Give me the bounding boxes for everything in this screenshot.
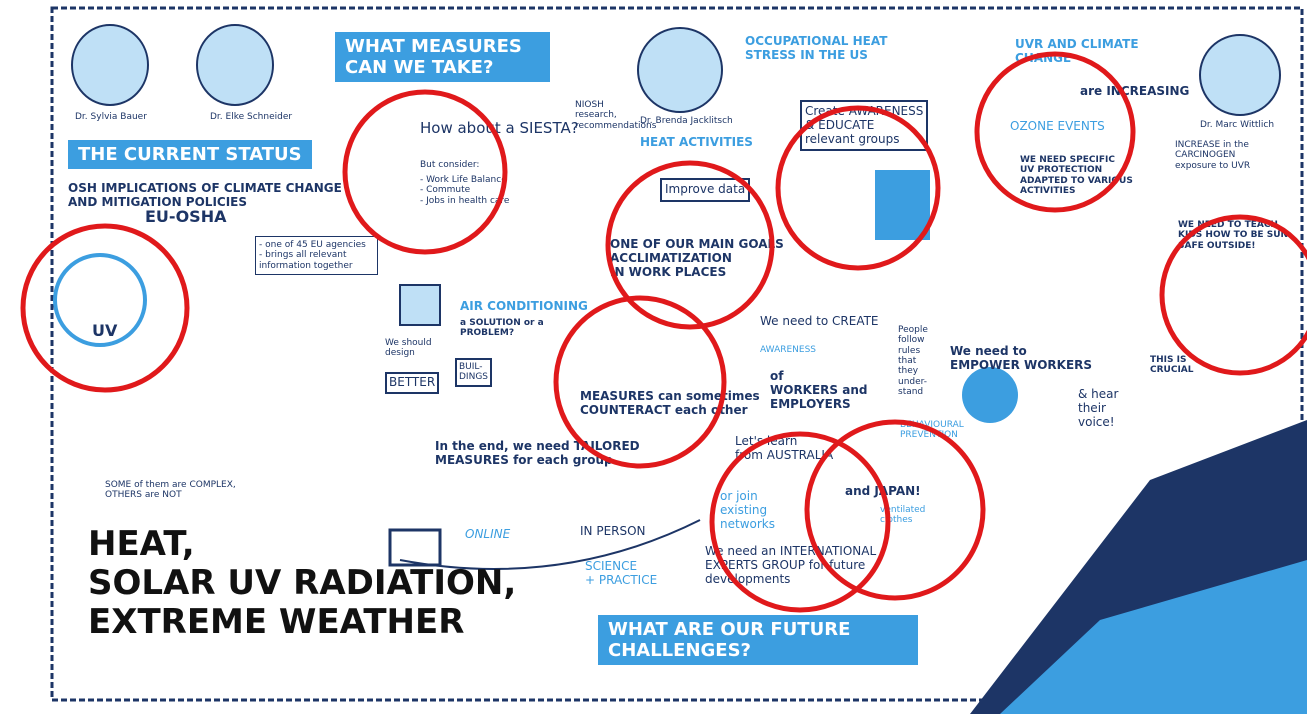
graphic-recording: Dr. Sylvia Bauer Dr. Elke Schneider Dr. … (0, 0, 1307, 714)
highlight-circles (0, 0, 1307, 714)
